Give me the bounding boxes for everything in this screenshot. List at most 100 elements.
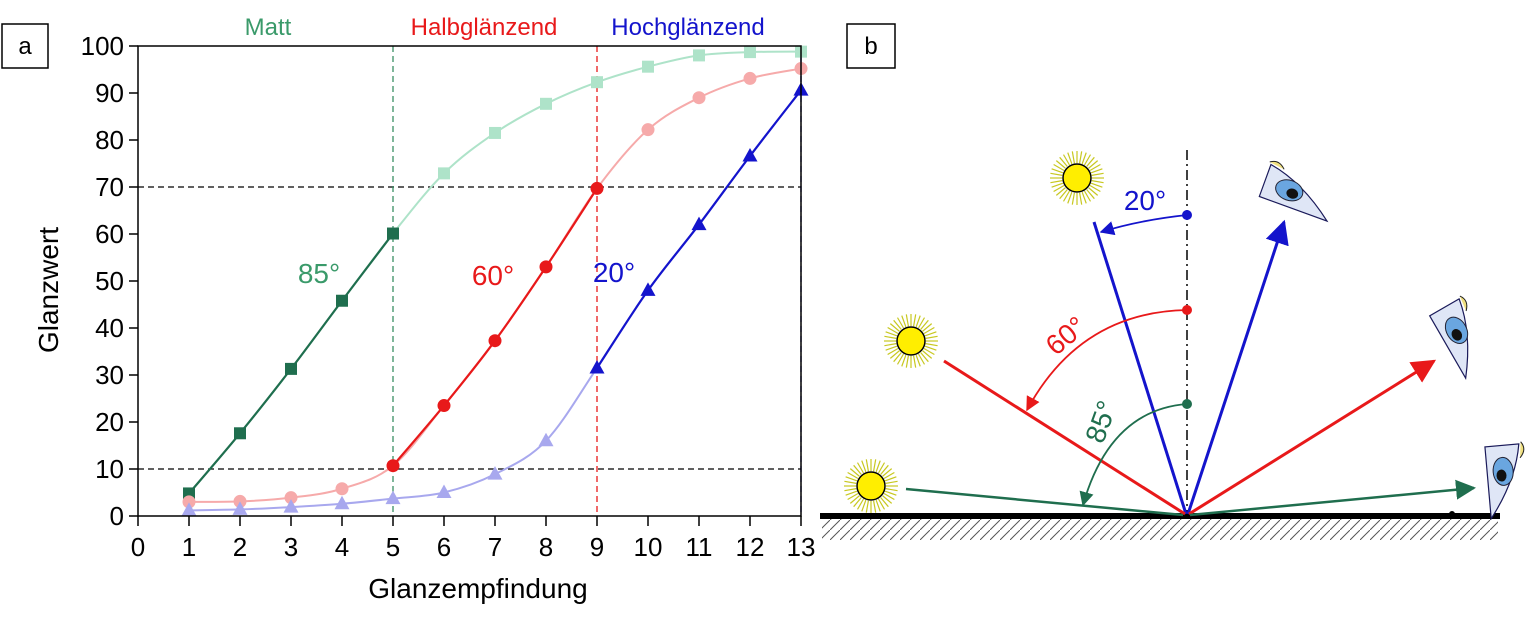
panel-a-label: a <box>18 33 32 60</box>
y-axis-ticks: 0 10 20 30 40 50 60 70 80 90 100 <box>81 31 138 531</box>
sun-icon <box>884 314 938 368</box>
data-point <box>334 495 350 510</box>
reflected-ray-85 <box>1189 479 1476 517</box>
incident-ray-20 <box>1092 221 1188 515</box>
reflected-ray-20 <box>1186 219 1289 515</box>
data-point <box>336 294 348 307</box>
y-tick-label: 90 <box>95 78 124 108</box>
angle-dot-60 <box>1182 305 1192 315</box>
reference-lines <box>138 46 802 516</box>
data-point <box>641 123 655 137</box>
panel-b: b 20° 60° 85° <box>820 23 1525 540</box>
sun-icon <box>1050 151 1104 205</box>
data-point <box>438 167 450 180</box>
x-tick-label: 13 <box>787 532 816 562</box>
data-point <box>743 71 757 85</box>
surface-hatching <box>822 518 1498 540</box>
x-tick-label: 5 <box>386 532 400 562</box>
data-point <box>538 432 554 447</box>
data-point <box>335 482 349 496</box>
data-point <box>640 282 656 296</box>
x-tick-label: 8 <box>539 532 553 562</box>
angle-label-20: 20° <box>1124 185 1166 216</box>
region-label-hochglaenzend: Hochglänzend <box>611 14 764 41</box>
eye-icon <box>1484 441 1525 521</box>
y-tick-label: 0 <box>110 501 124 531</box>
data-point <box>742 147 758 162</box>
x-tick-label: 1 <box>182 532 196 562</box>
eye-icon <box>1258 160 1329 223</box>
panel-a: a 0 1 2 3 4 5 6 7 8 9 10 11 12 13 0102030405060708090… <box>1 14 816 604</box>
x-tick-label: 4 <box>335 532 349 562</box>
region-label-matt: Matt <box>245 14 292 41</box>
x-tick-label: 11 <box>686 532 713 562</box>
x-tick-label: 9 <box>590 532 604 562</box>
data-point <box>387 227 399 240</box>
series-label-20: 20° <box>593 257 635 288</box>
y-tick-label: 20 <box>95 407 124 437</box>
reflected-ray-60 <box>1188 359 1437 516</box>
data-point <box>539 260 553 274</box>
data-point <box>234 427 246 440</box>
surface-dot <box>1449 511 1455 517</box>
data-point <box>436 484 452 498</box>
y-tick-label: 40 <box>95 313 124 343</box>
incident-ray-60 <box>943 359 1186 516</box>
x-tick-label: 10 <box>634 532 663 562</box>
data-point <box>437 399 451 413</box>
y-tick-label: 10 <box>95 454 124 484</box>
y-tick-label: 60 <box>95 219 124 249</box>
x-axis-label: Glanzempfindung <box>368 573 587 604</box>
region-label-halbglaenzend: Halbglänzend <box>411 14 558 41</box>
data-point <box>285 362 297 375</box>
data-point <box>692 91 706 105</box>
data-point <box>232 501 248 515</box>
sun-icon <box>844 459 898 513</box>
data-point <box>284 491 298 505</box>
angle-arc-20 <box>1099 214 1188 236</box>
data-point <box>386 459 400 473</box>
y-tick-label: 30 <box>95 360 124 390</box>
data-point <box>744 46 756 59</box>
series-line <box>392 187 598 467</box>
series-line-light <box>188 89 802 512</box>
eye-icon <box>1428 295 1469 380</box>
y-tick-label: 100 <box>81 31 124 61</box>
angle-arc-60 <box>1026 309 1188 412</box>
angle-dot-20 <box>1182 210 1192 220</box>
data-point <box>540 97 552 110</box>
x-axis-ticks: 0 1 2 3 4 5 6 7 8 9 10 11 12 13 <box>131 516 816 562</box>
data-point <box>283 499 299 513</box>
y-axis-label: Glanzwert <box>33 227 64 353</box>
angle-label-60: 60° <box>1040 310 1092 361</box>
series-label-60: 60° <box>472 260 514 291</box>
data-point <box>589 359 605 374</box>
data-point <box>487 466 503 480</box>
panel-b-label: b <box>864 33 877 60</box>
y-tick-label: 70 <box>95 172 124 202</box>
series-markers <box>181 45 809 516</box>
data-point <box>691 216 707 231</box>
x-tick-label: 7 <box>488 532 502 562</box>
y-tick-label: 80 <box>95 125 124 155</box>
data-point <box>590 181 604 195</box>
data-point <box>385 490 401 505</box>
data-point <box>693 49 705 62</box>
data-point <box>591 76 603 89</box>
x-tick-label: 6 <box>437 532 451 562</box>
panel-b-box <box>846 23 896 69</box>
data-point <box>642 60 654 73</box>
data-point <box>182 495 196 509</box>
incident-ray-85 <box>905 487 1184 517</box>
y-tick-label: 50 <box>95 266 124 296</box>
data-point <box>488 334 502 348</box>
x-tick-label: 2 <box>233 532 247 562</box>
angle-dot-85 <box>1182 399 1192 409</box>
plot-area: 0 1 2 3 4 5 6 7 8 9 10 11 12 13 010203040506070809010… <box>81 31 816 562</box>
plot-frame <box>137 45 802 517</box>
data-point <box>489 126 501 139</box>
x-tick-label: 0 <box>131 532 145 562</box>
x-tick-label: 12 <box>736 532 765 562</box>
data-point <box>181 502 197 516</box>
